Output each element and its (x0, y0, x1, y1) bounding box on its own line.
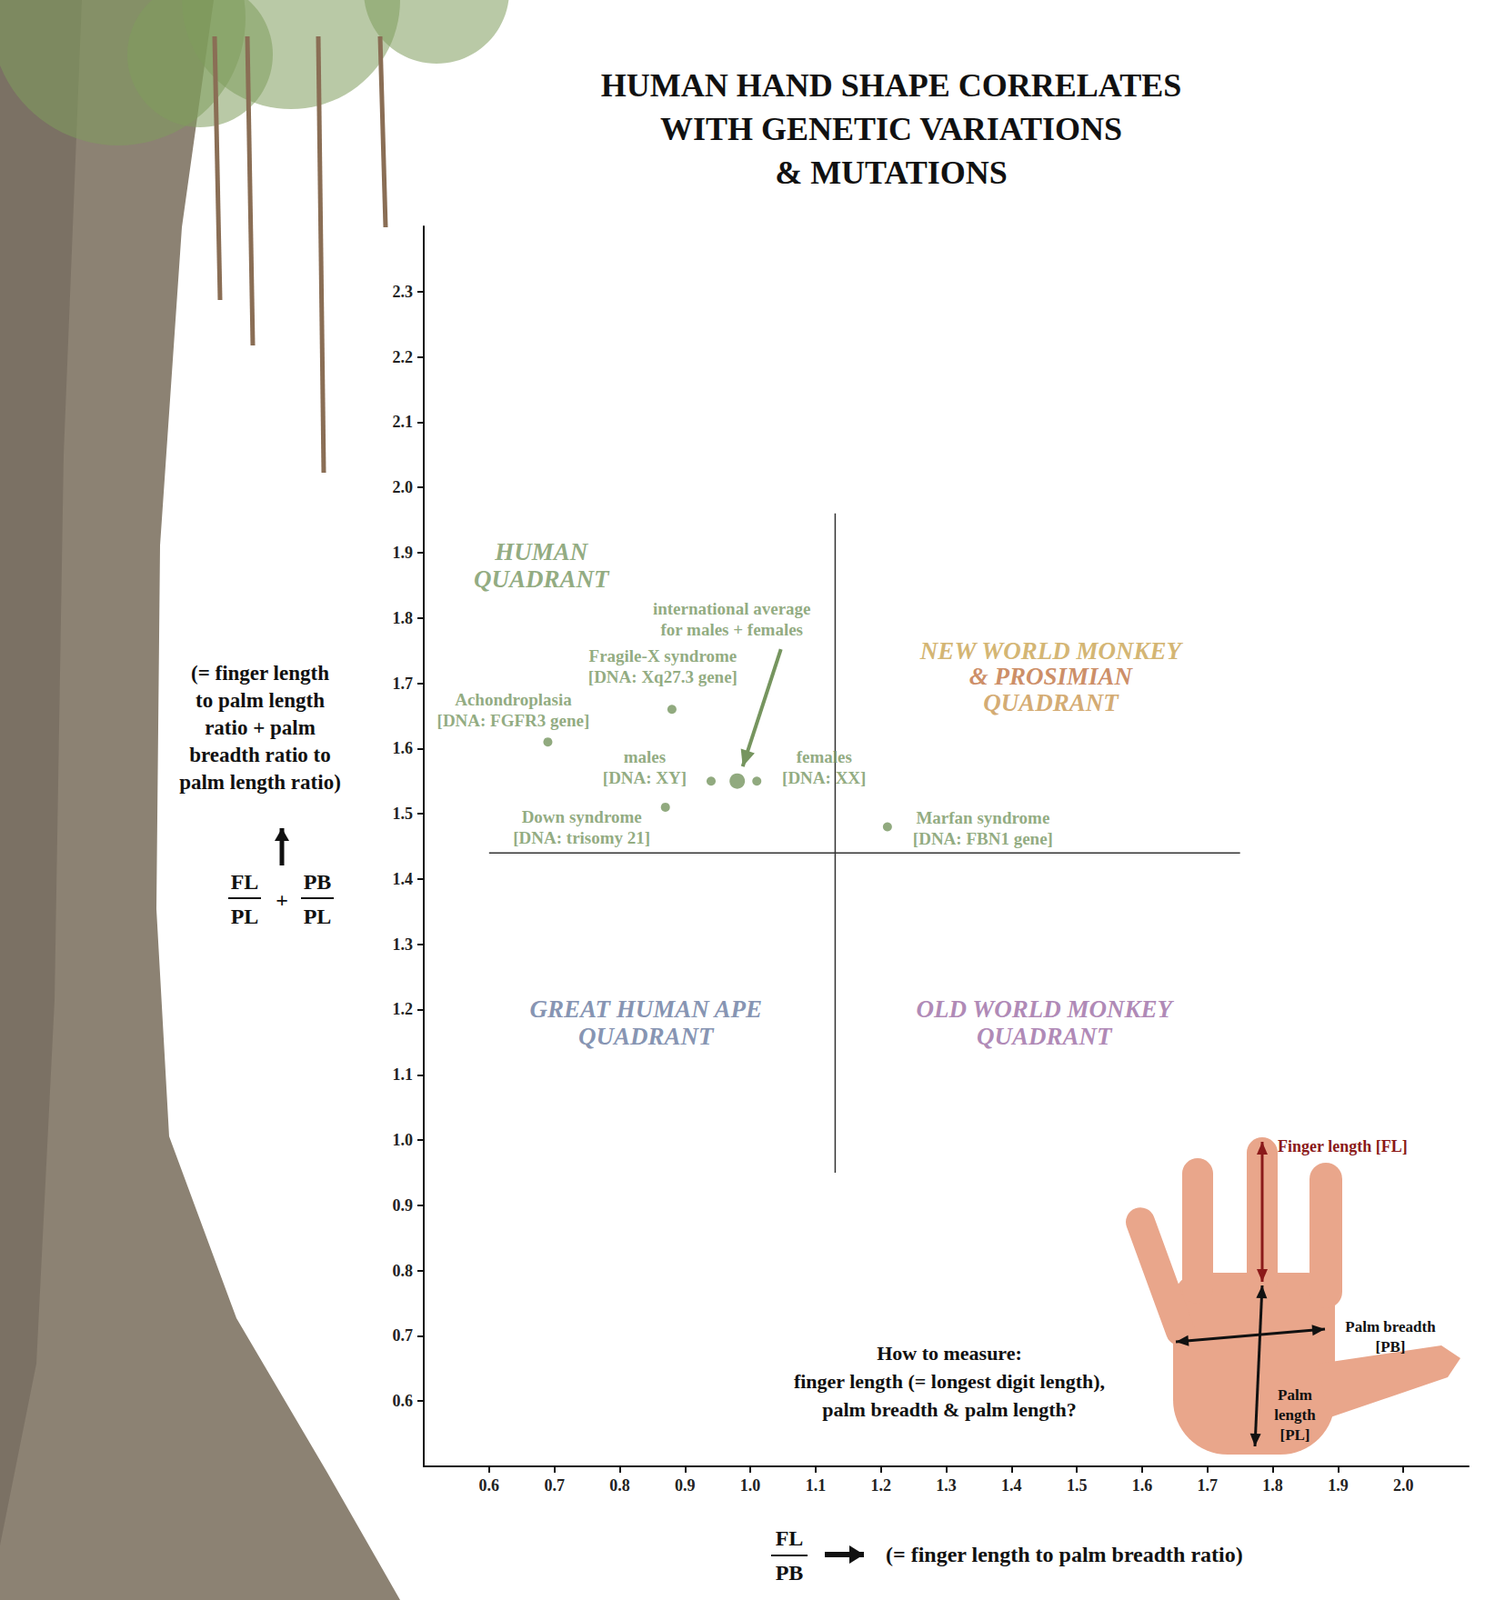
svg-text:& PROSIMIAN: & PROSIMIAN (969, 662, 1134, 691)
svg-text:1.4: 1.4 (392, 870, 414, 889)
svg-text:[PB]: [PB] (1374, 1338, 1405, 1356)
svg-text:0.8: 0.8 (609, 1476, 631, 1496)
svg-text:+: + (275, 888, 289, 913)
svg-text:1.0: 1.0 (740, 1476, 762, 1496)
svg-text:Finger length [FL]: Finger length [FL] (1277, 1137, 1408, 1156)
svg-text:[DNA: trisomy 21]: [DNA: trisomy 21] (512, 828, 651, 848)
svg-text:Palm: Palm (1277, 1386, 1313, 1405)
svg-text:[PL]: [PL] (1279, 1426, 1310, 1445)
svg-text:to palm length: to palm length (195, 689, 325, 713)
svg-text:FL: FL (775, 1526, 804, 1551)
svg-text:ratio + palm: ratio + palm (204, 716, 316, 740)
svg-text:0.9: 0.9 (392, 1196, 414, 1215)
svg-text:Down syndrome: Down syndrome (521, 807, 643, 827)
svg-text:HUMAN HAND SHAPE CORRELATES: HUMAN HAND SHAPE CORRELATES (601, 67, 1182, 104)
svg-text:Achondroplasia: Achondroplasia (454, 690, 572, 710)
svg-text:for males + females: for males + females (660, 620, 803, 640)
svg-text:(= finger length: (= finger length (190, 662, 330, 685)
svg-text:palm breadth & palm length?: palm breadth & palm length? (822, 1398, 1077, 1422)
svg-text:[DNA: Xq27.3 gene]: [DNA: Xq27.3 gene] (588, 667, 738, 687)
svg-text:GREAT HUMAN APE: GREAT HUMAN APE (529, 995, 763, 1024)
svg-text:0.9: 0.9 (674, 1476, 696, 1496)
svg-text:Fragile-X syndrome: Fragile-X syndrome (589, 646, 738, 666)
svg-text:1.2: 1.2 (870, 1476, 892, 1496)
svg-text:finger length (= longest digit: finger length (= longest digit length), (793, 1370, 1105, 1394)
svg-text:NEW WORLD MONKEY: NEW WORLD MONKEY (919, 637, 1184, 665)
svg-text:FL: FL (230, 870, 260, 894)
svg-text:palm length ratio): palm length ratio) (179, 771, 342, 794)
svg-text:1.4: 1.4 (1001, 1476, 1023, 1496)
svg-text:1.6: 1.6 (1132, 1476, 1154, 1496)
svg-text:1.2: 1.2 (392, 1000, 414, 1019)
svg-text:PB: PB (303, 870, 332, 894)
svg-text:How to measure:: How to measure: (876, 1342, 1023, 1365)
svg-text:1.9: 1.9 (1327, 1476, 1349, 1496)
svg-text:PL: PL (303, 904, 332, 929)
svg-text:1.6: 1.6 (392, 739, 414, 758)
svg-text:WITH GENETIC VARIATIONS: WITH GENETIC VARIATIONS (660, 110, 1123, 148)
svg-text:[DNA: XX]: [DNA: XX] (782, 768, 866, 788)
svg-text:2.0: 2.0 (392, 478, 414, 497)
svg-text:1.9: 1.9 (392, 543, 414, 562)
svg-text:0.6: 0.6 (392, 1392, 414, 1411)
svg-text:1.3: 1.3 (392, 935, 414, 954)
svg-text:length: length (1274, 1406, 1316, 1425)
svg-text:1.8: 1.8 (1262, 1476, 1284, 1496)
svg-text:1.7: 1.7 (392, 674, 414, 693)
svg-text:& MUTATIONS: & MUTATIONS (774, 154, 1008, 191)
svg-text:QUADRANT: QUADRANT (983, 689, 1120, 717)
svg-text:2.3: 2.3 (392, 282, 414, 302)
svg-text:1.1: 1.1 (392, 1065, 414, 1084)
svg-text:1.7: 1.7 (1197, 1476, 1219, 1496)
svg-text:HUMAN: HUMAN (493, 538, 590, 566)
svg-text:0.6: 0.6 (479, 1476, 501, 1496)
svg-text:1.3: 1.3 (935, 1476, 957, 1496)
svg-text:females: females (796, 747, 853, 767)
svg-text:[DNA: FBN1 gene]: [DNA: FBN1 gene] (913, 829, 1054, 849)
svg-text:1.5: 1.5 (392, 804, 414, 823)
svg-text:QUADRANT: QUADRANT (578, 1023, 715, 1051)
svg-text:1.8: 1.8 (392, 609, 414, 628)
svg-text:1.1: 1.1 (805, 1476, 827, 1496)
svg-text:Marfan syndrome: Marfan syndrome (915, 808, 1050, 828)
svg-text:2.2: 2.2 (392, 348, 414, 367)
svg-text:0.8: 0.8 (392, 1262, 414, 1281)
svg-text:[DNA: FGFR3 gene]: [DNA: FGFR3 gene] (437, 711, 591, 731)
svg-text:1.0: 1.0 (392, 1131, 414, 1150)
svg-text:males: males (623, 747, 666, 767)
svg-text:PL: PL (230, 904, 260, 929)
svg-text:0.7: 0.7 (392, 1326, 414, 1345)
svg-text:QUADRANT: QUADRANT (976, 1023, 1114, 1051)
svg-text:1.5: 1.5 (1066, 1476, 1088, 1496)
svg-text:OLD WORLD MONKEY: OLD WORLD MONKEY (915, 995, 1174, 1024)
svg-text:0.7: 0.7 (543, 1476, 565, 1496)
svg-text:QUADRANT: QUADRANT (473, 565, 611, 593)
svg-text:PB: PB (775, 1561, 804, 1586)
svg-text:international average: international average (652, 599, 812, 619)
svg-text:Palm breadth: Palm breadth (1344, 1318, 1436, 1336)
svg-text:breadth ratio to: breadth ratio to (189, 743, 331, 767)
svg-text:2.0: 2.0 (1393, 1476, 1415, 1496)
svg-text:(= finger length to palm bread: (= finger length to palm breadth ratio) (885, 1543, 1244, 1567)
svg-text:[DNA: XY]: [DNA: XY] (602, 768, 687, 788)
svg-text:2.1: 2.1 (392, 412, 414, 432)
